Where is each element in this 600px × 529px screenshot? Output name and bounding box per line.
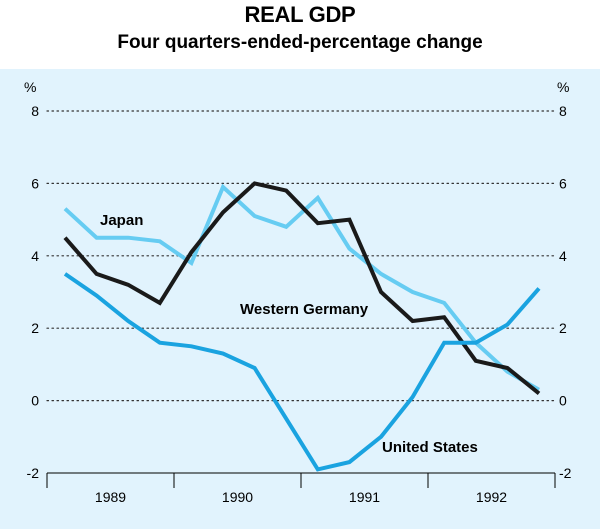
y-tick-left-6: 6 xyxy=(31,175,39,191)
axis-layer xyxy=(46,472,556,488)
chart-subtitle: Four quarters-ended-percentage change xyxy=(117,32,483,53)
y-tick-right-2: 2 xyxy=(559,320,567,336)
y-tick-right--2: -2 xyxy=(559,465,572,481)
plot-background xyxy=(0,69,600,529)
label-layer: -2 -2 0 0 2 2 4 4 6 6 8 8% % 1989 1990 1991 1992 Japan Wes… xyxy=(24,79,572,505)
x-tick-1989: 1989 xyxy=(95,489,126,505)
y-tick-left-2: 2 xyxy=(31,320,39,336)
y-tick-left--2: -2 xyxy=(27,465,40,481)
y-tick-right-6: 6 xyxy=(559,175,567,191)
grid-layer xyxy=(46,110,556,402)
y-unit-left: % xyxy=(24,79,36,95)
series-line-united-states xyxy=(63,272,541,472)
y-tick-left-8: 8 xyxy=(31,103,39,119)
y-tick-left-0: 0 xyxy=(31,393,39,409)
y-tick-left-4: 4 xyxy=(31,248,39,264)
series-line-western-germany xyxy=(63,181,541,395)
series-line-japan xyxy=(63,183,540,392)
series-label-western-germany: Western Germany xyxy=(240,301,369,318)
y-unit-right: % xyxy=(557,79,569,95)
chart-title: REAL GDP xyxy=(244,2,356,27)
series-label-united-states: United States xyxy=(382,439,478,456)
line-layer xyxy=(63,181,541,472)
y-tick-right-4: 4 xyxy=(559,248,567,264)
x-tick-1990: 1990 xyxy=(222,489,253,505)
y-tick-right-8: 8 xyxy=(559,103,567,119)
x-tick-1992: 1992 xyxy=(476,489,507,505)
series-label-japan: Japan xyxy=(100,212,143,229)
y-tick-right-0: 0 xyxy=(559,393,567,409)
x-tick-1991: 1991 xyxy=(349,489,380,505)
